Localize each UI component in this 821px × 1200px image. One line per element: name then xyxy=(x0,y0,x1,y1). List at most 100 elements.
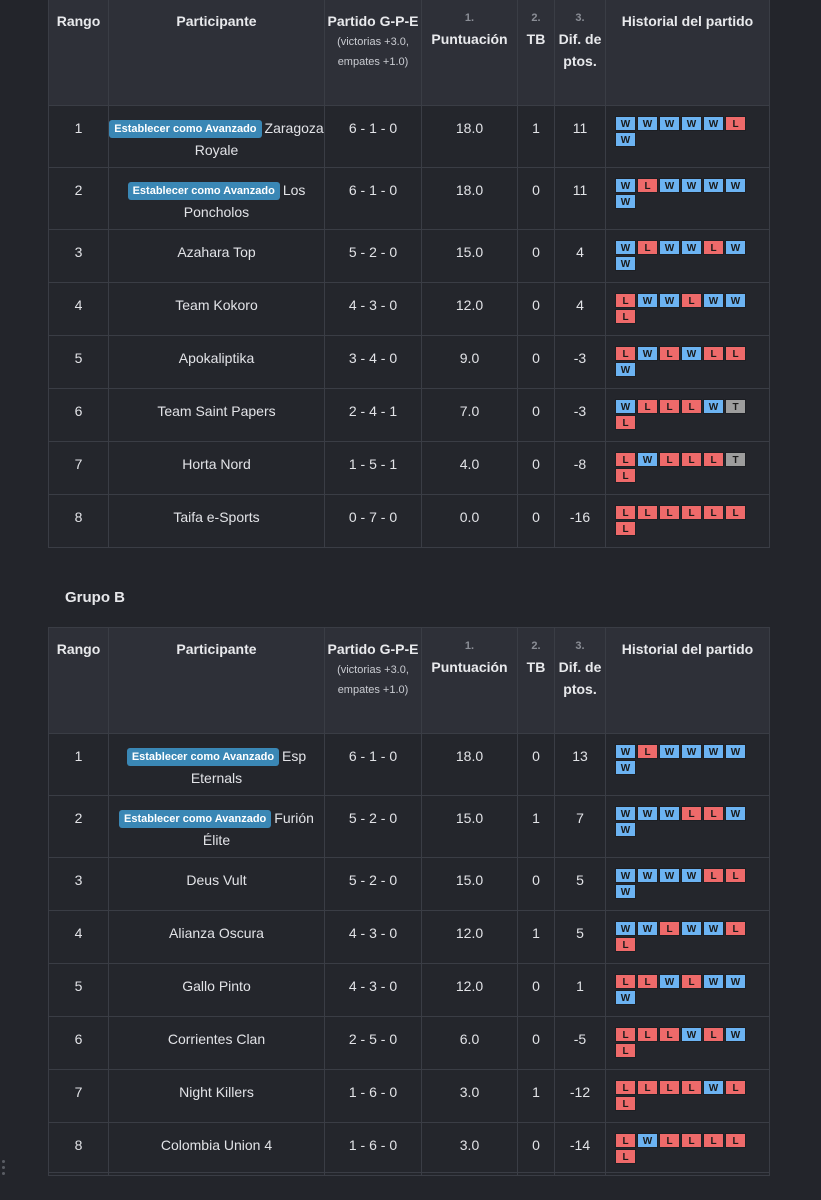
match-result-badge[interactable]: L xyxy=(703,505,724,520)
match-result-badge[interactable]: L xyxy=(637,399,658,414)
match-result-badge[interactable]: W xyxy=(681,240,702,255)
match-result-badge[interactable]: L xyxy=(615,1043,636,1058)
header-points[interactable]: 1. Puntuación xyxy=(421,0,518,106)
match-result-badge[interactable]: L xyxy=(615,1080,636,1095)
match-result-badge[interactable]: W xyxy=(725,293,746,308)
match-result-badge[interactable]: W xyxy=(659,974,680,989)
match-result-badge[interactable]: L xyxy=(725,505,746,520)
match-result-badge[interactable]: W xyxy=(637,868,658,883)
match-result-badge[interactable]: L xyxy=(725,921,746,936)
header-participant[interactable]: Participante xyxy=(108,0,325,106)
header-match-record[interactable]: Partido G-P-E (victorias +3.0, empates +1… xyxy=(324,627,422,734)
match-result-badge[interactable]: L xyxy=(681,505,702,520)
set-advanced-button[interactable]: Establecer como Avanzado xyxy=(109,120,262,138)
match-result-badge[interactable]: W xyxy=(615,921,636,936)
match-result-badge[interactable]: W xyxy=(615,240,636,255)
match-result-badge[interactable]: W xyxy=(659,806,680,821)
match-result-badge[interactable]: L xyxy=(681,293,702,308)
match-result-badge[interactable]: W xyxy=(615,744,636,759)
match-result-badge[interactable]: W xyxy=(637,116,658,131)
match-result-badge[interactable]: W xyxy=(659,116,680,131)
match-result-badge[interactable]: W xyxy=(725,1027,746,1042)
match-result-badge[interactable]: L xyxy=(725,868,746,883)
match-result-badge[interactable]: L xyxy=(703,240,724,255)
header-diff[interactable]: 3. Dif. de ptos. xyxy=(554,627,606,734)
set-advanced-button[interactable]: Establecer como Avanzado xyxy=(126,748,280,766)
match-result-badge[interactable]: L xyxy=(637,1080,658,1095)
match-result-badge[interactable]: W xyxy=(637,293,658,308)
match-result-badge[interactable]: W xyxy=(725,178,746,193)
drag-handle-icon[interactable] xyxy=(0,1157,8,1187)
match-result-badge[interactable]: L xyxy=(615,974,636,989)
match-result-badge[interactable]: L xyxy=(615,521,636,536)
match-result-badge[interactable]: W xyxy=(703,744,724,759)
set-advanced-button[interactable]: Establecer como Avanzado xyxy=(127,182,280,200)
match-result-badge[interactable]: L xyxy=(703,346,724,361)
header-rank[interactable]: Rango xyxy=(48,0,109,106)
match-result-badge[interactable]: L xyxy=(615,346,636,361)
match-result-badge[interactable]: W xyxy=(703,921,724,936)
set-advanced-button[interactable]: Establecer como Avanzado xyxy=(119,810,272,828)
match-result-badge[interactable]: W xyxy=(637,346,658,361)
match-result-badge[interactable]: W xyxy=(615,822,636,837)
match-result-badge[interactable]: L xyxy=(659,921,680,936)
match-result-badge[interactable]: W xyxy=(725,240,746,255)
header-tb[interactable]: 2. TB xyxy=(517,627,555,734)
match-result-badge[interactable]: L xyxy=(681,399,702,414)
match-result-badge[interactable]: W xyxy=(659,293,680,308)
match-result-badge[interactable]: W xyxy=(637,921,658,936)
match-result-badge[interactable]: W xyxy=(615,806,636,821)
match-result-badge[interactable]: L xyxy=(637,974,658,989)
match-result-badge[interactable]: W xyxy=(725,744,746,759)
match-result-badge[interactable]: W xyxy=(615,399,636,414)
match-result-badge[interactable]: L xyxy=(637,178,658,193)
match-result-badge[interactable]: L xyxy=(703,1133,724,1148)
match-result-badge[interactable]: W xyxy=(725,806,746,821)
match-result-badge[interactable]: W xyxy=(725,974,746,989)
match-result-badge[interactable]: L xyxy=(615,1096,636,1111)
match-result-badge[interactable]: W xyxy=(615,116,636,131)
match-result-badge[interactable]: W xyxy=(681,346,702,361)
match-result-badge[interactable]: L xyxy=(615,505,636,520)
match-result-badge[interactable]: L xyxy=(637,744,658,759)
header-participant[interactable]: Participante xyxy=(108,627,325,734)
match-result-badge[interactable]: L xyxy=(681,1080,702,1095)
match-result-badge[interactable]: L xyxy=(659,346,680,361)
match-result-badge[interactable]: W xyxy=(703,116,724,131)
match-result-badge[interactable]: W xyxy=(703,974,724,989)
header-history[interactable]: Historial del partido xyxy=(605,0,770,106)
match-result-badge[interactable]: W xyxy=(615,362,636,377)
match-result-badge[interactable]: L xyxy=(725,1133,746,1148)
header-rank[interactable]: Rango xyxy=(48,627,109,734)
match-result-badge[interactable]: W xyxy=(615,760,636,775)
match-result-badge[interactable]: L xyxy=(681,452,702,467)
match-result-badge[interactable]: W xyxy=(681,868,702,883)
match-result-badge[interactable]: L xyxy=(703,452,724,467)
match-result-badge[interactable]: W xyxy=(615,178,636,193)
match-result-badge[interactable]: W xyxy=(637,806,658,821)
match-result-badge[interactable]: W xyxy=(681,116,702,131)
match-result-badge[interactable]: L xyxy=(659,1080,680,1095)
match-result-badge[interactable]: L xyxy=(659,452,680,467)
match-result-badge[interactable]: L xyxy=(637,240,658,255)
match-result-badge[interactable]: W xyxy=(681,178,702,193)
match-result-badge[interactable]: L xyxy=(615,309,636,324)
match-result-badge[interactable]: W xyxy=(681,744,702,759)
match-result-badge[interactable]: L xyxy=(615,1027,636,1042)
match-result-badge[interactable]: W xyxy=(637,452,658,467)
header-match-record[interactable]: Partido G-P-E (victorias +3.0, empates +1… xyxy=(324,0,422,106)
match-result-badge[interactable]: L xyxy=(725,116,746,131)
match-result-badge[interactable]: L xyxy=(659,505,680,520)
match-result-badge[interactable]: L xyxy=(637,1027,658,1042)
match-result-badge[interactable]: W xyxy=(703,178,724,193)
match-result-badge[interactable]: W xyxy=(615,868,636,883)
match-result-badge[interactable]: W xyxy=(659,868,680,883)
match-result-badge[interactable]: L xyxy=(637,505,658,520)
match-result-badge[interactable]: W xyxy=(637,1133,658,1148)
match-result-badge[interactable]: L xyxy=(725,1080,746,1095)
match-result-badge[interactable]: W xyxy=(703,1080,724,1095)
match-result-badge[interactable]: W xyxy=(615,990,636,1005)
match-result-badge[interactable]: W xyxy=(659,744,680,759)
match-result-badge[interactable]: T xyxy=(725,399,746,414)
match-result-badge[interactable]: W xyxy=(703,399,724,414)
